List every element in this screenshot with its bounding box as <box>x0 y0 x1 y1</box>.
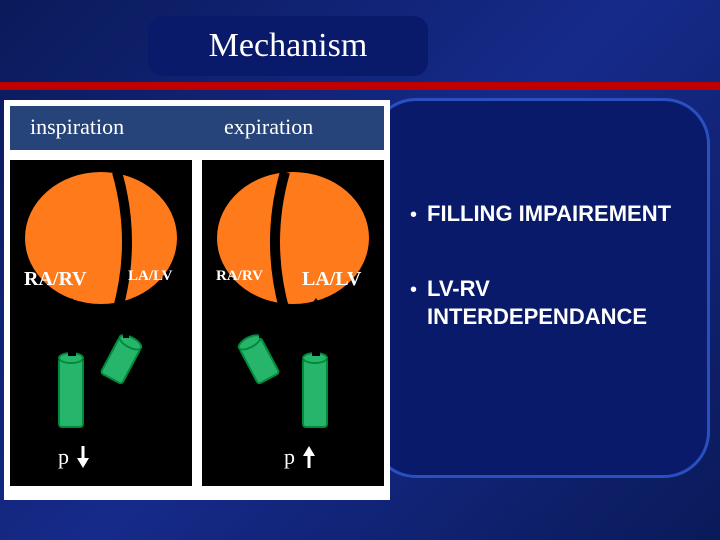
heart-expiration: RA/RV LA/LV p <box>202 160 384 486</box>
vessel-icon <box>99 334 143 385</box>
list-item: • FILLING IMPAIREMENT <box>410 200 700 229</box>
p-label: p <box>58 444 69 470</box>
arrow-up-icon <box>60 298 84 358</box>
phase-label-inspiration: inspiration <box>30 114 124 140</box>
septum-icon <box>25 172 185 312</box>
arrow-up-small-icon <box>114 302 138 340</box>
bullet-icon: • <box>410 279 417 302</box>
diagram-panel: inspiration expiration RA/RV LA/LV p <box>4 100 390 500</box>
phase-label-expiration: expiration <box>224 114 313 140</box>
vessel-icon <box>237 334 281 385</box>
bullet-list: • FILLING IMPAIREMENT • LV-RV INTERDEPEN… <box>410 200 700 378</box>
bullet-icon: • <box>410 204 417 227</box>
arrow-up-small-icon <box>250 302 274 340</box>
bullet-text: FILLING IMPAIREMENT <box>427 200 671 229</box>
vessel-icon <box>58 356 84 428</box>
chamber-label-rarv: RA/RV <box>24 268 87 291</box>
page-title: Mechanism <box>209 27 368 65</box>
chamber-label-lalv: LA/LV <box>302 268 361 291</box>
arrow-up-icon <box>300 444 318 470</box>
arrow-down-icon <box>74 444 92 470</box>
phase-header: inspiration expiration <box>10 106 384 150</box>
arrow-up-icon <box>304 298 328 358</box>
list-item: • LV-RV INTERDEPENDANCE <box>410 275 700 332</box>
title-box: Mechanism <box>148 16 428 76</box>
accent-bar <box>0 82 720 90</box>
bullet-text: LV-RV INTERDEPENDANCE <box>427 275 700 332</box>
chamber-label-rarv: RA/RV <box>216 268 263 285</box>
vessel-icon <box>302 356 328 428</box>
chamber-label-lalv: LA/LV <box>128 268 172 285</box>
septum-icon <box>217 172 377 312</box>
heart-inspiration: RA/RV LA/LV p <box>10 160 192 486</box>
p-label: p <box>284 444 295 470</box>
